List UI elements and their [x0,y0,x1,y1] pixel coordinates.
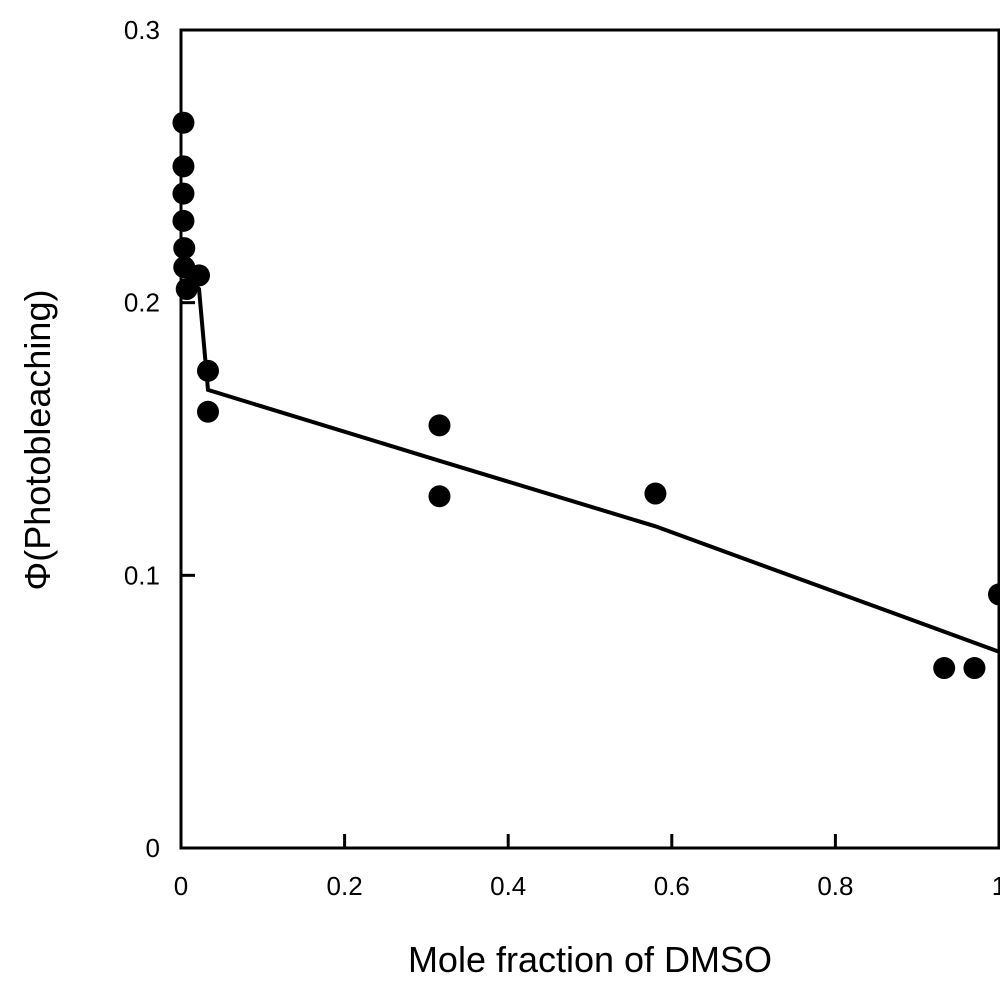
plot-frame [179,28,1000,850]
data-point [172,111,195,134]
x-tick-label: 0.2 [327,871,363,901]
data-point [173,237,196,260]
data-point [172,209,195,232]
data-point [988,583,1000,606]
x-tick-label: 1 [992,871,1000,901]
data-point [644,482,667,505]
x-tick-label: 0.6 [654,871,690,901]
data-point [963,657,986,680]
data-point [172,182,195,205]
y-tick-label: 0.3 [124,15,160,45]
x-axis-title: Mole fraction of DMSO [408,939,772,980]
y-tick-label: 0.1 [124,560,160,590]
y-axis-title: Φ(Photobleaching) [17,290,58,591]
x-tick-label: 0.8 [817,871,853,901]
x-tick-label: 0 [174,871,188,901]
data-point [196,400,219,423]
data-points [172,111,1000,680]
data-point [428,414,451,437]
y-tick-label: 0 [146,833,160,863]
x-tick-label: 0.4 [490,871,526,901]
y-tick-labels: 0 0.1 0.2 0.3 [124,15,160,863]
data-point [428,485,451,508]
axis-ticks [179,28,1000,850]
data-point [196,359,219,382]
fit-line [179,268,1000,654]
data-point [187,264,210,287]
y-tick-label: 0.2 [124,288,160,318]
data-point [172,155,195,178]
x-tick-labels: 0 0.2 0.4 0.6 0.8 1 [174,871,1000,901]
data-point [933,657,956,680]
